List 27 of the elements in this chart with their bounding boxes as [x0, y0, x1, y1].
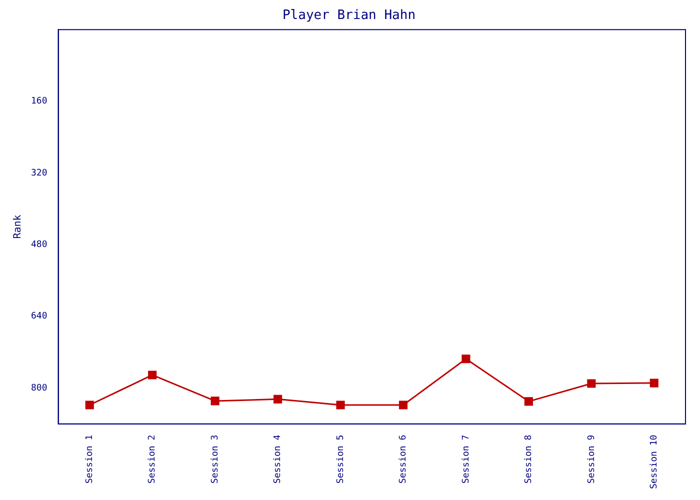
x-tick-label: Session 3: [210, 434, 220, 484]
point: [336, 400, 345, 410]
point: [210, 396, 220, 406]
y-tick-label: 800: [30, 383, 48, 394]
point: [650, 378, 658, 388]
x-tick-label: Session 9: [586, 434, 597, 484]
point: [587, 379, 596, 388]
x-tick-label: Session 6: [398, 434, 409, 484]
x-tick-label: Session 1: [84, 434, 95, 484]
chart-title: Player Brian Hahn: [282, 8, 416, 24]
point: [462, 354, 470, 364]
point: [274, 394, 282, 404]
x-tick-label: Session 7: [461, 434, 472, 484]
y-tick-label: 640: [30, 312, 48, 322]
x-tick-label: Session 2: [148, 434, 158, 484]
point: [148, 370, 157, 380]
point: [398, 400, 408, 410]
y-tick-label: 320: [30, 168, 48, 178]
x-tick-label: Session 5: [336, 434, 346, 484]
x-tick-label: Session 8: [524, 434, 534, 484]
y-axis-title: Rank: [12, 214, 24, 239]
y-tick-label: 160: [30, 96, 48, 107]
x-tick-label: Session 4: [273, 434, 284, 484]
point: [524, 397, 533, 406]
y-tick-label: 480: [30, 240, 48, 250]
point: [85, 400, 94, 410]
x-tick-label: Session 10: [649, 434, 660, 490]
